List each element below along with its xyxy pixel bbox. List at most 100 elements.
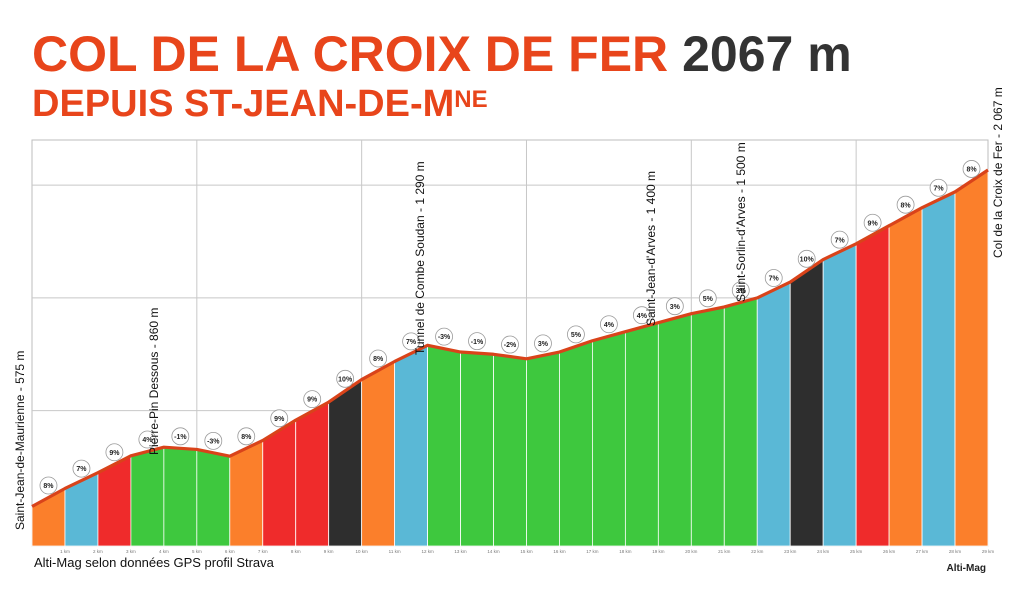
grade-badge <box>468 332 486 351</box>
km-tick-label: 13 km <box>454 549 467 554</box>
grade-segment <box>361 360 396 547</box>
grade-label: 8% <box>43 483 54 490</box>
grade-badge <box>402 332 421 351</box>
grade-badge <box>171 427 190 446</box>
km-tick-label: 20 km <box>685 549 698 554</box>
grade-badge <box>567 325 585 344</box>
grade-badge <box>105 443 124 462</box>
km-tick-label: 6 km <box>225 549 235 554</box>
grade-label: 4% <box>604 322 615 329</box>
grade-label: 3% <box>736 288 747 295</box>
grade-segment <box>690 306 725 547</box>
grade-segment <box>954 169 989 547</box>
km-tick-label: 15 km <box>520 549 533 554</box>
grade-badge <box>435 327 453 346</box>
km-tick-label: 2 km <box>93 549 103 554</box>
km-tick-label: 23 km <box>784 549 797 554</box>
grade-badge <box>336 369 355 388</box>
grade-label: 8% <box>241 434 252 441</box>
grade-label: -3% <box>438 334 451 341</box>
grade-label: 3% <box>538 341 549 348</box>
grade-label: 9% <box>868 220 879 227</box>
km-tick-label: 14 km <box>487 549 500 554</box>
brand-logo: Alti-Mag <box>946 563 986 574</box>
km-tick-label: 4 km <box>159 549 169 554</box>
profile-line <box>31 168 989 508</box>
subtitle-text: DEPUIS ST-JEAN-DE-M <box>32 83 455 125</box>
km-tick-label: 11 km <box>389 549 401 554</box>
km-tick-label: 24 km <box>817 549 830 554</box>
grade-segment <box>756 281 791 547</box>
grade-label: 9% <box>307 397 318 404</box>
grade-label: -2% <box>504 342 517 349</box>
grade-label: 3% <box>670 304 681 311</box>
grade-segment <box>559 340 593 547</box>
km-tick-label: 3 km <box>126 549 136 554</box>
grade-segment <box>657 313 692 547</box>
grade-label: 7% <box>769 276 780 283</box>
km-tick-label: 16 km <box>553 549 566 554</box>
waypoint-label: Saint-Jean-d'Arves - 1 400 m <box>644 171 658 326</box>
grade-badge <box>632 306 651 325</box>
col-name: COL DE LA CROIX DE FER <box>32 26 669 82</box>
km-tick-label: 5 km <box>192 549 202 554</box>
km-tick-label: 10 km <box>356 549 369 554</box>
grade-segment <box>855 225 890 547</box>
grade-label: 8% <box>373 356 384 363</box>
grade-badge <box>764 269 783 287</box>
waypoint-label: Saint-Sorlin-d'Arves - 1 500 m <box>734 142 748 302</box>
km-tick-label: 22 km <box>751 549 764 554</box>
km-tick-label: 18 km <box>619 549 632 554</box>
km-tick-label: 1 km <box>60 549 70 554</box>
grade-label: 7% <box>933 185 944 192</box>
grade-segment <box>229 439 264 547</box>
grade-label: -1% <box>471 339 484 346</box>
grade-segment <box>624 322 659 547</box>
grade-label: 7% <box>406 339 417 346</box>
grade-segment <box>526 351 560 547</box>
grade-badge <box>731 281 750 300</box>
grade-badge <box>39 476 58 495</box>
page-title: COL DE LA CROIX DE FER 2067 m <box>32 26 852 82</box>
km-tick-label: 12 km <box>421 549 434 554</box>
km-tick-label: 25 km <box>850 549 863 554</box>
grade-label: 10% <box>338 376 353 383</box>
grade-segment <box>295 401 330 547</box>
grade-badge <box>698 289 717 308</box>
km-tick-label: 21 km <box>718 549 731 554</box>
grade-label: 7% <box>835 237 846 244</box>
grade-badge <box>863 213 882 232</box>
grade-segment <box>921 191 956 547</box>
grade-badge <box>237 427 256 446</box>
grade-badge <box>270 409 289 428</box>
grade-segment <box>888 206 923 547</box>
grade-segment <box>493 353 527 547</box>
grade-badge <box>599 315 618 334</box>
grade-badge <box>665 297 684 316</box>
page-subtitle: DEPUIS ST-JEAN-DE-MNE <box>32 82 488 126</box>
grade-badge <box>303 390 322 409</box>
grade-badge <box>501 335 519 354</box>
grade-label: 9% <box>109 450 120 457</box>
grade-badge <box>962 160 981 178</box>
km-tick-label: 29 km <box>982 549 995 554</box>
waypoint-label: Saint-Jean-de-Maurienne - 575 m <box>13 351 27 530</box>
km-tick-label: 9 km <box>324 549 334 554</box>
grade-segment <box>130 446 165 547</box>
km-tick-label: 17 km <box>586 549 599 554</box>
grade-badge <box>896 195 915 214</box>
grade-label: 8% <box>901 202 912 209</box>
grade-label: -1% <box>174 434 187 441</box>
waypoint-label: Col de la Croix de Fer - 2 067 m <box>991 87 1005 258</box>
waypoint-label: Tunnel de Combe Soudan - 1 290 m <box>413 161 427 355</box>
grade-segment <box>789 258 824 547</box>
grade-label: 8% <box>966 167 977 174</box>
grade-label: 5% <box>571 332 582 339</box>
grade-badge <box>204 431 223 450</box>
grade-segment <box>460 351 494 547</box>
grade-badge <box>72 459 91 478</box>
grade-segment <box>163 446 198 547</box>
grade-segment <box>723 297 758 547</box>
km-tick-label: 7 km <box>258 549 268 554</box>
